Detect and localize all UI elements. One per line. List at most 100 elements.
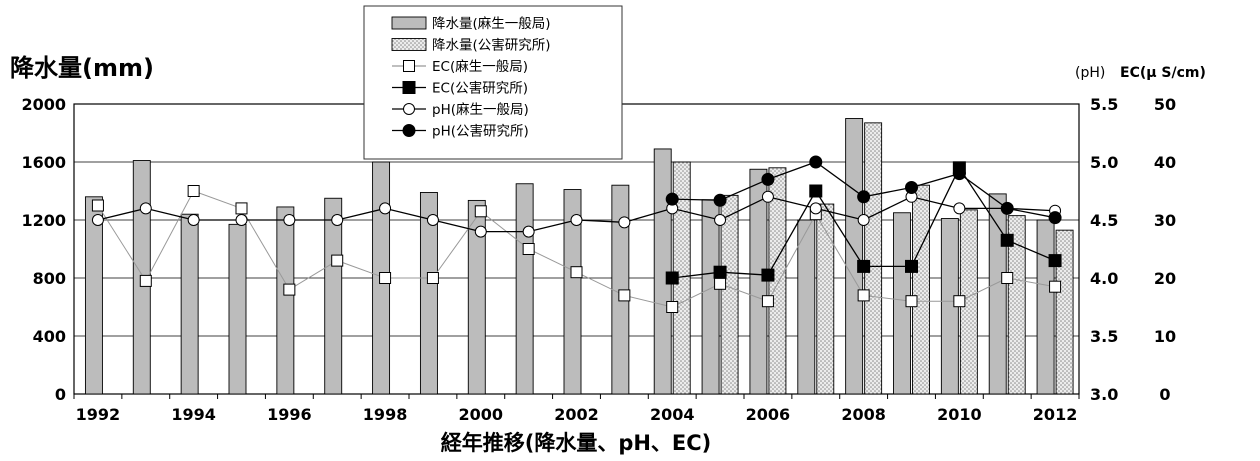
- point-3: [713, 193, 727, 207]
- y-tick-left: 800: [33, 269, 66, 288]
- legend-label: 降水量(麻生一般局): [432, 16, 551, 32]
- point-2: [522, 225, 535, 238]
- y-tick-ph: 5.5: [1090, 95, 1118, 114]
- legend-label: EC(麻生一般局): [432, 59, 528, 75]
- point-2: [474, 225, 487, 238]
- y-tick-left: 2000: [21, 95, 66, 114]
- point-0: [1001, 272, 1014, 284]
- point-3: [905, 181, 918, 195]
- bar-asao: [515, 183, 534, 395]
- point-1: [713, 265, 727, 279]
- x-tick: 2012: [1033, 405, 1078, 424]
- legend-label: pH(麻生一般局): [432, 102, 529, 118]
- x-tick: 2004: [650, 405, 695, 424]
- y-tick-left: 400: [33, 327, 66, 346]
- x-tick: 1994: [171, 405, 216, 424]
- point-1: [665, 271, 679, 285]
- y-tick-ph: 4.5: [1090, 211, 1118, 230]
- legend-marker: [402, 81, 416, 94]
- y-tick-left: 0: [55, 385, 66, 404]
- point-2: [91, 214, 104, 226]
- point-1: [809, 184, 823, 198]
- y-tick-left: 1600: [21, 153, 66, 172]
- point-0: [426, 272, 439, 284]
- point-2: [283, 214, 296, 226]
- y-tick-ph: 4.0: [1090, 269, 1118, 288]
- bar-asao: [467, 199, 486, 395]
- point-0: [283, 283, 296, 296]
- bar-asao: [749, 168, 768, 395]
- bar-asao: [1036, 219, 1055, 395]
- bar-asao: [701, 199, 720, 395]
- point-2: [331, 214, 344, 226]
- legend-label: 降水量(公害研究所): [432, 38, 551, 54]
- point-0: [1049, 280, 1062, 293]
- point-3: [1048, 211, 1062, 225]
- y-axis-left-title: 降水量(mm): [10, 54, 154, 82]
- series-lines: [91, 155, 1062, 313]
- bar-asao: [797, 219, 816, 395]
- point-0: [570, 266, 583, 279]
- point-0: [474, 205, 487, 218]
- bar-kougai: [864, 122, 883, 395]
- x-tick: 2008: [841, 405, 886, 424]
- legend-swatch: [391, 38, 427, 51]
- point-0: [379, 272, 392, 284]
- bar-asao: [84, 196, 103, 395]
- point-0: [91, 199, 104, 212]
- point-0: [187, 185, 200, 197]
- bar-asao: [988, 193, 1007, 395]
- bar-asao: [228, 223, 247, 395]
- bar-kougai: [1007, 215, 1026, 395]
- y-axis-ec-title: EC(μ S/cm): [1120, 65, 1206, 81]
- y-tick-ph: 3.0: [1090, 385, 1118, 404]
- point-2: [809, 202, 822, 215]
- bar-asao: [845, 118, 864, 395]
- bar-asao: [419, 191, 438, 395]
- point-2: [761, 190, 774, 203]
- bar-kougai: [912, 184, 930, 395]
- y-tick-ph: 5.0: [1090, 153, 1118, 172]
- point-0: [666, 301, 679, 313]
- x-tick: 2000: [459, 405, 504, 424]
- y-axis-ph-title: (pH): [1075, 65, 1105, 81]
- point-0: [139, 274, 152, 287]
- x-tick: 2010: [937, 405, 982, 424]
- point-1: [1000, 233, 1014, 247]
- legend: 降水量(麻生一般局) 降水量(公害研究所) EC(麻生一般局) EC(公害研究所) pH…: [363, 5, 623, 160]
- legend-swatch: [391, 16, 427, 30]
- point-0: [522, 243, 535, 255]
- y-tick-ec: 30: [1154, 211, 1176, 230]
- bar-kougai: [1055, 229, 1074, 395]
- bar-asao: [276, 206, 295, 395]
- y-tick-ec: 20: [1154, 269, 1176, 288]
- point-2: [426, 214, 439, 226]
- point-2: [379, 202, 392, 215]
- bar-asao: [180, 213, 199, 395]
- point-1: [905, 259, 918, 273]
- y-tick-ec: 10: [1154, 327, 1176, 346]
- point-3: [952, 167, 966, 181]
- legend-marker: [402, 124, 416, 137]
- point-0: [761, 295, 774, 308]
- point-0: [331, 254, 344, 267]
- point-3: [761, 172, 775, 186]
- point-1: [761, 268, 775, 282]
- point-1: [1048, 254, 1062, 268]
- point-3: [1000, 201, 1014, 215]
- point-0: [714, 277, 727, 290]
- legend-label: EC(公害研究所): [432, 81, 528, 97]
- point-2: [187, 214, 200, 226]
- bar-kougai: [816, 203, 835, 395]
- bar-asao: [324, 197, 343, 395]
- point-2: [618, 216, 631, 229]
- x-axis-title: 経年推移(降水量、pH、EC): [441, 431, 712, 455]
- point-2: [714, 214, 727, 226]
- bar-asao: [563, 189, 582, 395]
- point-2: [235, 214, 248, 226]
- legend-marker: [403, 60, 415, 72]
- point-0: [618, 289, 631, 302]
- point-2: [953, 202, 966, 215]
- point-0: [953, 295, 966, 308]
